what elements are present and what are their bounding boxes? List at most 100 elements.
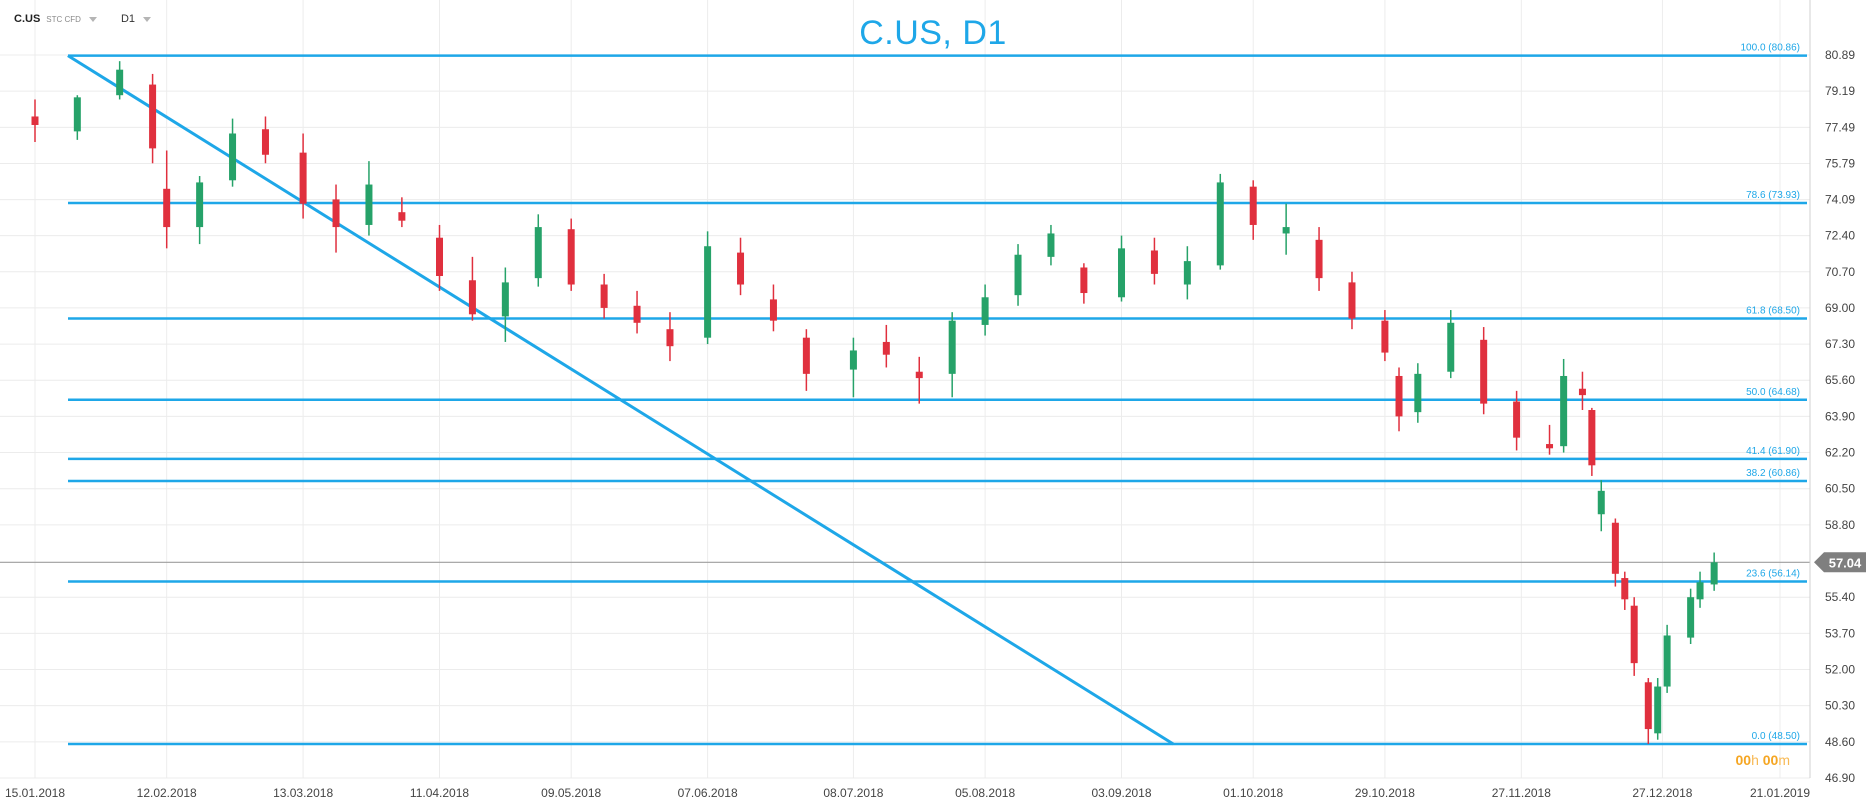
candle-body <box>981 297 989 325</box>
candle-down <box>666 312 674 362</box>
y-tick-label: 48.60 <box>1825 735 1855 749</box>
chart-title: C.US, D1 <box>859 14 1007 52</box>
candle-body <box>1621 578 1629 600</box>
candle-body <box>1183 261 1191 285</box>
candle-body <box>1047 233 1055 257</box>
candle-body <box>149 84 157 149</box>
fib-level-label: 41.4 (61.90) <box>1746 446 1800 457</box>
candle-up <box>1447 310 1455 379</box>
candle-body <box>1348 282 1356 319</box>
candle-body <box>116 69 124 96</box>
candle-body <box>163 188 171 228</box>
candle-body <box>1560 375 1568 447</box>
candle-body <box>737 252 745 285</box>
candle-down <box>332 184 340 253</box>
y-tick-label: 52.00 <box>1825 663 1855 677</box>
candle-body <box>1014 254 1022 296</box>
candle-body <box>1381 320 1389 353</box>
candle-down <box>1588 407 1596 476</box>
candle-up <box>948 312 956 398</box>
y-tick-label: 63.90 <box>1825 409 1855 423</box>
candle-down <box>600 273 608 319</box>
candle-timer: 00h 00m <box>1735 752 1790 768</box>
candle-down <box>31 99 39 142</box>
x-tick-label: 29.10.2018 <box>1355 786 1415 800</box>
candle-down <box>1315 227 1323 291</box>
candle-body <box>1414 373 1422 413</box>
candle-up <box>1183 246 1191 300</box>
candle-up <box>1597 480 1605 532</box>
y-tick-label: 65.60 <box>1825 373 1855 387</box>
candle-body <box>1282 227 1290 234</box>
candles <box>31 61 1718 744</box>
candle-down <box>769 284 777 332</box>
timer-minutes: 00 <box>1762 752 1779 768</box>
candle-body <box>1710 562 1718 585</box>
x-tick-label: 07.06.2018 <box>678 786 738 800</box>
candle-body <box>849 350 857 370</box>
symbol-bar: C.US STC CFD D1 <box>14 10 169 28</box>
candle-body <box>1395 375 1403 417</box>
fib-level-label: 0.0 (48.50) <box>1752 731 1800 742</box>
candle-body <box>1216 182 1224 266</box>
timeframe-label[interactable]: D1 <box>120 13 136 25</box>
axes: 80.89 79.19 77.49 75.79 74.09 72.40 70.70 69.00… <box>5 0 1866 800</box>
timer-hours: 00 <box>1735 752 1752 768</box>
candle-up <box>1216 173 1224 270</box>
candle-body <box>1315 239 1323 279</box>
timer-minutes-unit: m <box>1778 752 1790 768</box>
candle-up <box>704 231 712 345</box>
candle-body <box>948 320 956 374</box>
candle-up <box>196 176 204 245</box>
candle-body <box>261 129 269 155</box>
x-tick-label: 27.11.2018 <box>1492 786 1551 800</box>
candle-body <box>882 341 890 355</box>
candle-body <box>1654 686 1662 734</box>
candle-up <box>116 61 124 100</box>
x-tick-label: 01.10.2018 <box>1223 786 1283 800</box>
candle-down <box>1513 390 1521 451</box>
candle-down <box>398 197 406 228</box>
candle-body <box>501 282 509 317</box>
y-tick-label: 77.49 <box>1825 120 1855 134</box>
candle-down <box>1546 424 1554 455</box>
candle-body <box>398 212 406 221</box>
candle-body <box>1249 186 1257 225</box>
symbol-dropdown-icon[interactable] <box>88 16 97 22</box>
candle-up <box>73 95 81 140</box>
candle-down <box>737 237 745 296</box>
candle-up <box>849 337 857 398</box>
y-tick-label: 80.89 <box>1825 48 1855 62</box>
candle-body <box>1644 682 1652 730</box>
candle-body <box>633 305 641 323</box>
fib-level-label: 61.8 (68.50) <box>1746 306 1800 317</box>
candle-up <box>1710 552 1718 591</box>
candle-body <box>600 284 608 308</box>
candle-down <box>1150 237 1158 285</box>
candle-up <box>365 161 373 236</box>
timer-hours-unit: h <box>1751 752 1759 768</box>
candle-down <box>149 73 157 164</box>
candle-body <box>666 329 674 347</box>
trendline <box>67 54 1175 746</box>
candle-body <box>704 246 712 338</box>
y-tick-label: 62.20 <box>1825 446 1855 460</box>
candle-down <box>802 329 810 391</box>
candle-body <box>802 337 810 374</box>
candle-body <box>1597 490 1605 515</box>
instrument-type-label: STC CFD <box>46 14 81 24</box>
fib-level-label: 23.6 (56.14) <box>1746 568 1800 579</box>
x-tick-label: 21.01.2019 <box>1750 786 1810 800</box>
candle-body <box>332 199 340 228</box>
candle-up <box>1282 203 1290 255</box>
y-tick-label: 60.50 <box>1825 482 1855 496</box>
y-tick-label: 72.40 <box>1825 229 1855 243</box>
current-price-label: 57.04 <box>1829 555 1862 570</box>
timeframe-dropdown-icon[interactable] <box>143 16 152 22</box>
x-tick-label: 27.12.2018 <box>1632 786 1692 800</box>
symbol-label[interactable]: C.US <box>14 13 41 25</box>
candle-body <box>468 280 476 315</box>
x-tick-label: 05.08.2018 <box>955 786 1015 800</box>
